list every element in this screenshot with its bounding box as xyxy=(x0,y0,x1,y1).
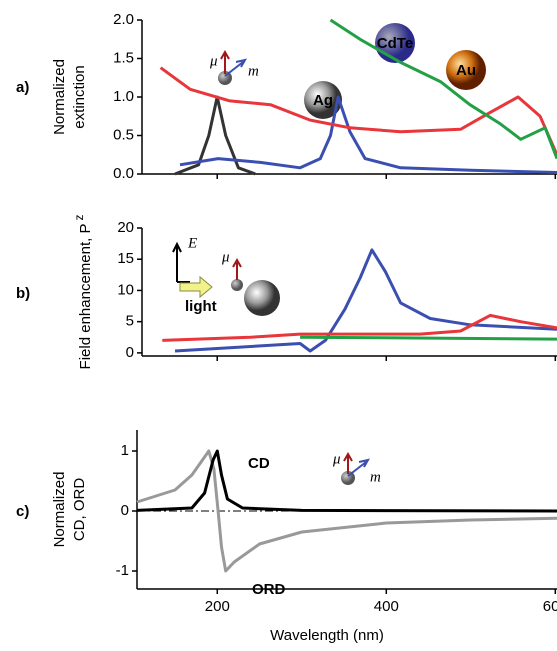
x-tick-label: 600 xyxy=(543,598,557,615)
x-tick-label: 400 xyxy=(374,598,399,615)
y-tick-label: 0.5 xyxy=(113,126,134,143)
y-tick-label: 0 xyxy=(126,344,134,361)
line xyxy=(162,313,557,342)
y-tick-label: 15 xyxy=(117,250,134,267)
annotation: Au xyxy=(456,62,476,79)
line xyxy=(159,66,557,156)
y-axis-label-subscript: z xyxy=(72,215,86,221)
au-sphere xyxy=(446,50,486,90)
annotation: CdTe xyxy=(377,35,413,52)
annotation: μ⃗ xyxy=(221,249,241,265)
y-tick-label: 0 xyxy=(121,502,129,519)
y-axis-label-line: Normalized xyxy=(51,472,68,548)
line xyxy=(329,18,557,160)
annotation: E⃗ xyxy=(187,235,209,251)
annotation: m⃗ xyxy=(248,63,271,79)
panel-label: b) xyxy=(16,285,30,302)
annotation: m⃗ xyxy=(370,469,393,485)
y-axis-label: Field enhancement, P z xyxy=(72,215,94,370)
ag-sphere xyxy=(304,81,342,119)
y-tick-label: -1 xyxy=(116,562,129,579)
annotation: light xyxy=(185,298,217,315)
y-tick-label: 20 xyxy=(117,219,134,236)
y-tick-label: 2.0 xyxy=(113,11,134,28)
x-axis-label: Wavelength (nm) xyxy=(270,627,384,644)
y-tick-label: 1 xyxy=(121,442,129,459)
ag-sphere xyxy=(244,280,280,316)
y-tick-label: 1.5 xyxy=(113,49,134,66)
annotation: CD xyxy=(248,455,270,472)
line xyxy=(136,449,557,513)
panel-label: c) xyxy=(16,503,29,520)
annotation: μ⃗ xyxy=(332,451,352,467)
y-axis-label: Normalized CD, ORD xyxy=(51,472,88,548)
y-tick-label: 0.0 xyxy=(113,165,134,182)
y-tick-label: 5 xyxy=(126,313,134,330)
y-axis-label-line: Field enhancement, P xyxy=(77,224,94,370)
line xyxy=(136,449,557,573)
y-axis-label-line: extinction xyxy=(71,65,88,128)
y-axis-label: Normalized extinction xyxy=(51,59,88,135)
y-axis-label-line: Normalized xyxy=(51,59,68,135)
annotation: μ⃗ xyxy=(209,53,229,69)
annotation: Ag xyxy=(313,92,333,109)
dipole-arrows xyxy=(172,49,370,477)
y-axis-label-line: CD, ORD xyxy=(71,478,88,542)
molecule xyxy=(231,279,243,291)
y-tick-label: 1.0 xyxy=(113,88,134,105)
line xyxy=(179,95,557,174)
annotation: ORD xyxy=(252,581,286,598)
y-tick-label: 10 xyxy=(117,281,134,298)
panel-label: a) xyxy=(16,79,29,96)
x-tick-label: 200 xyxy=(205,598,230,615)
line xyxy=(174,248,557,353)
line xyxy=(300,335,557,341)
